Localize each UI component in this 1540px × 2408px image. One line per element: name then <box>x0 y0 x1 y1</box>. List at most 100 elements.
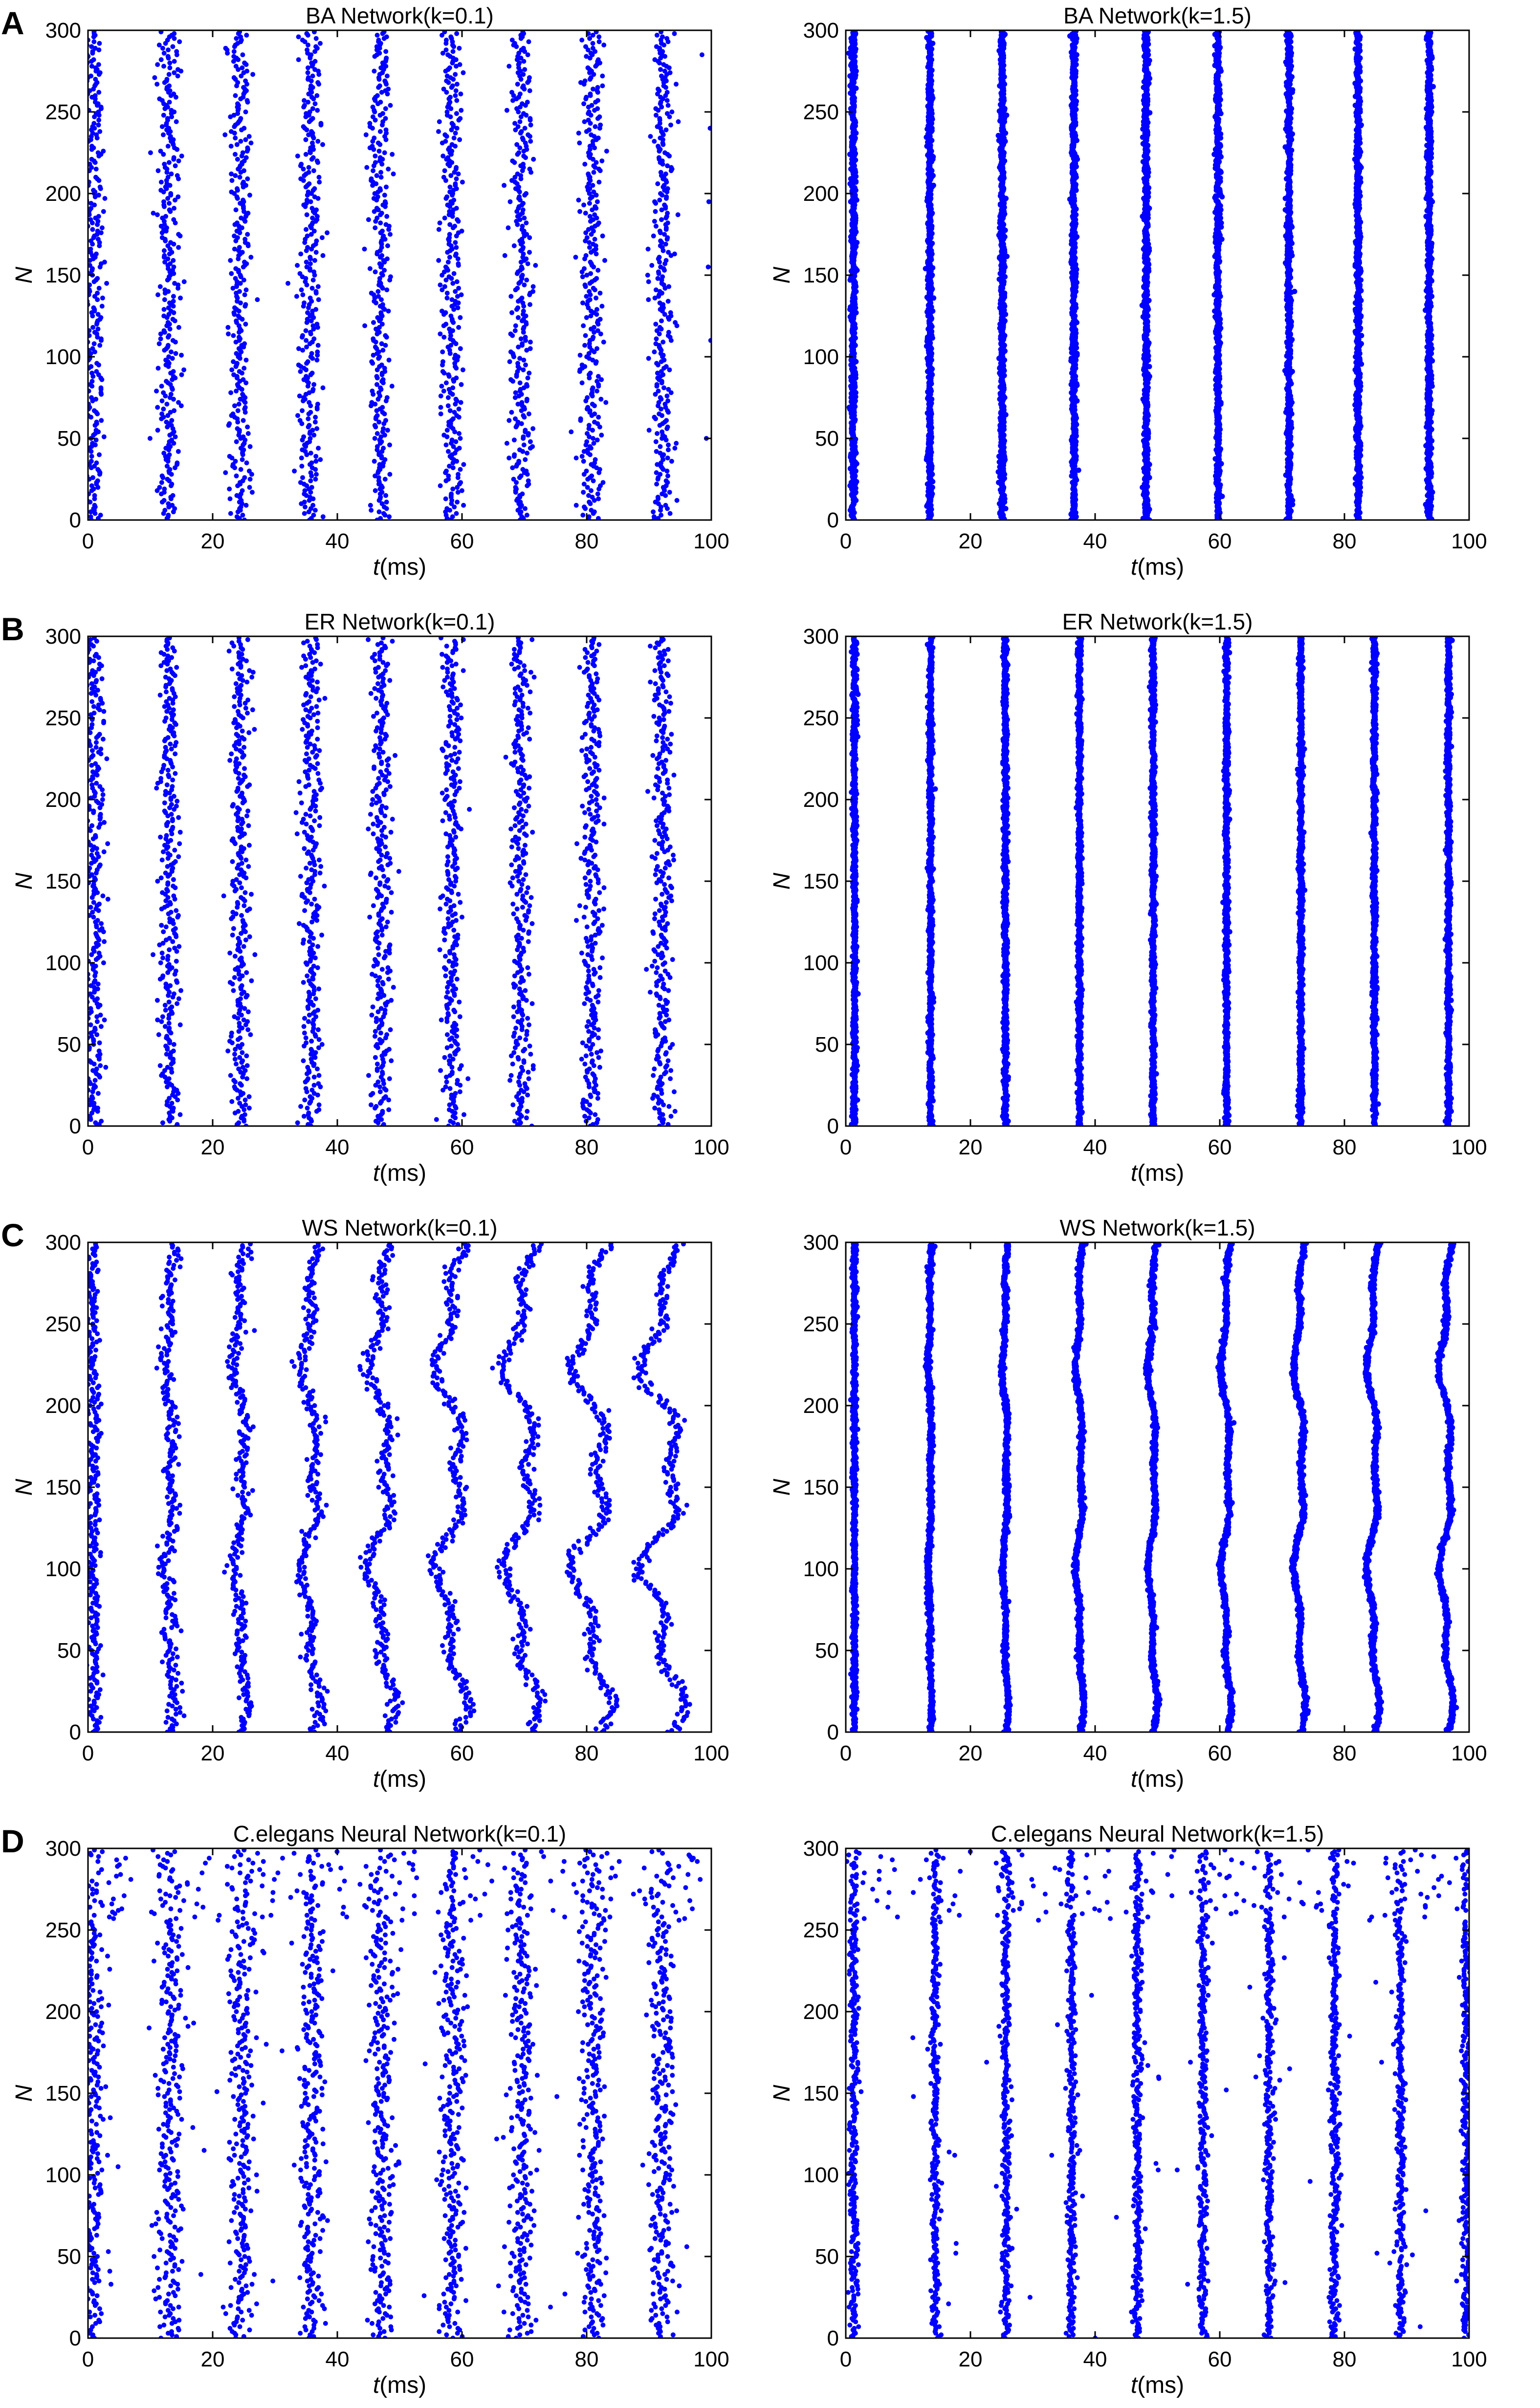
spike-point <box>99 304 105 309</box>
y-axis-label: N <box>11 266 37 283</box>
spike-point <box>80 172 85 176</box>
spike-point <box>663 241 668 247</box>
spike-point <box>158 331 163 337</box>
spike-point <box>592 325 596 330</box>
spike-point <box>167 65 173 70</box>
spike-point <box>456 325 462 330</box>
spike-point <box>383 116 388 121</box>
spike-point <box>664 194 669 199</box>
spike-point <box>591 170 596 175</box>
spike-point <box>663 502 668 508</box>
spike-point <box>389 384 395 389</box>
spike-point <box>524 396 529 402</box>
spike-point <box>582 343 588 348</box>
spike-point <box>312 101 318 107</box>
spike-point <box>530 444 535 449</box>
spike-point <box>379 253 385 258</box>
spike-point <box>657 197 662 203</box>
spike-point <box>95 150 101 155</box>
spike-point <box>300 347 306 353</box>
spike-point <box>235 426 240 431</box>
spike-point <box>89 395 94 400</box>
spike-point <box>999 30 1005 34</box>
spike-point <box>451 135 457 141</box>
spike-point <box>374 216 380 221</box>
spike-point <box>305 47 310 53</box>
spike-point <box>599 158 605 164</box>
spike-point <box>450 83 455 88</box>
spike-point <box>312 186 317 191</box>
spike-point <box>533 263 538 268</box>
spike-point <box>521 251 526 257</box>
spike-point <box>377 261 382 266</box>
spike-point <box>243 322 248 327</box>
spike-point <box>90 49 95 54</box>
spike-point <box>305 70 310 75</box>
spike-point <box>234 318 239 324</box>
spike-point <box>588 370 593 376</box>
spike-point <box>298 251 304 257</box>
spike-point <box>88 299 90 304</box>
spike-point <box>387 514 392 520</box>
spike-point <box>161 152 166 157</box>
spike-point <box>177 39 182 44</box>
spike-point <box>374 382 379 387</box>
spike-point <box>582 266 587 271</box>
spike-point <box>509 89 514 95</box>
spike-point <box>666 387 671 392</box>
spike-point <box>579 38 585 43</box>
spike-point <box>161 451 167 456</box>
spike-point <box>382 268 387 273</box>
spike-point <box>241 434 246 439</box>
spike-point <box>98 513 103 518</box>
spike-point <box>315 80 321 85</box>
spike-point <box>658 264 663 270</box>
spike-burst <box>222 30 260 520</box>
spike-point <box>594 437 600 443</box>
spike-point <box>667 70 673 75</box>
spike-point <box>454 511 459 516</box>
spike-point <box>523 334 528 340</box>
spike-point <box>441 174 446 180</box>
spike-point <box>161 328 167 333</box>
spike-point <box>159 384 164 389</box>
spike-point <box>651 514 657 520</box>
spike-point <box>89 156 94 162</box>
spike-point <box>155 292 160 298</box>
spike-point <box>509 38 515 43</box>
spike-point <box>587 245 592 250</box>
spike-point <box>298 369 303 374</box>
spike-point <box>371 336 376 342</box>
spike-point <box>584 94 589 100</box>
spike-point <box>653 322 659 327</box>
spike-point <box>380 111 385 116</box>
spike-point <box>596 39 602 44</box>
spike-point <box>388 232 393 237</box>
spike-point <box>598 483 603 488</box>
spike-point <box>154 212 160 217</box>
spike-point <box>656 389 661 394</box>
spike-point <box>96 214 101 219</box>
spike-point <box>604 149 609 154</box>
spike-point <box>164 401 170 407</box>
spike-point <box>450 281 456 286</box>
spike-point <box>159 473 165 478</box>
spike-point <box>504 108 509 113</box>
spike-point <box>388 274 393 280</box>
spike-point <box>227 496 233 501</box>
spike-point <box>231 333 236 338</box>
spike-point <box>441 334 447 340</box>
spike-point <box>376 325 382 330</box>
spike-point <box>234 36 239 41</box>
spike-point <box>165 320 171 325</box>
spike-point <box>318 457 323 462</box>
spike-point <box>588 271 594 276</box>
spike-point <box>454 206 459 211</box>
spike-point <box>528 339 533 345</box>
spike-point <box>521 72 526 77</box>
spike-point <box>446 387 452 392</box>
spike-point <box>386 166 391 172</box>
spike-point <box>161 50 167 56</box>
spike-point <box>384 34 389 40</box>
y-tick-label: 200 <box>45 182 81 206</box>
